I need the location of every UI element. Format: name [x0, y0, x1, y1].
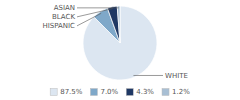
leader-line	[77, 7, 119, 8]
legend-entry: 7.0%	[90, 88, 118, 96]
legend-entry: 1.2%	[162, 88, 190, 96]
slice-label: HISPANIC	[42, 22, 75, 30]
chart: WHITE HISPANICBLACKASIAN 87.5% 7.0% 4.3% 1.2%	[0, 0, 240, 100]
legend-swatch	[126, 89, 133, 96]
legend-label: 87.5%	[60, 88, 83, 96]
slice-label: BLACK	[52, 13, 75, 21]
slice-label: ASIAN	[54, 4, 75, 12]
annotations: WHITE HISPANICBLACKASIAN	[42, 4, 187, 80]
slice-label: WHITE	[165, 72, 188, 80]
pie-slice	[107, 6, 120, 43]
pie-slice	[117, 6, 120, 43]
legend-swatch	[90, 89, 97, 96]
leader-line	[77, 9, 113, 17]
legend-label: 4.3%	[136, 88, 154, 96]
leader-line	[77, 13, 101, 26]
legend: 87.5% 7.0% 4.3% 1.2%	[50, 88, 190, 96]
legend-label: 7.0%	[100, 88, 118, 96]
legend-label: 1.2%	[172, 88, 190, 96]
leader-line	[133, 75, 163, 76]
legend-entry: 87.5%	[50, 88, 83, 96]
legend-swatch	[50, 89, 57, 96]
legend-entry: 4.3%	[126, 88, 154, 96]
legend-swatch	[162, 89, 169, 96]
